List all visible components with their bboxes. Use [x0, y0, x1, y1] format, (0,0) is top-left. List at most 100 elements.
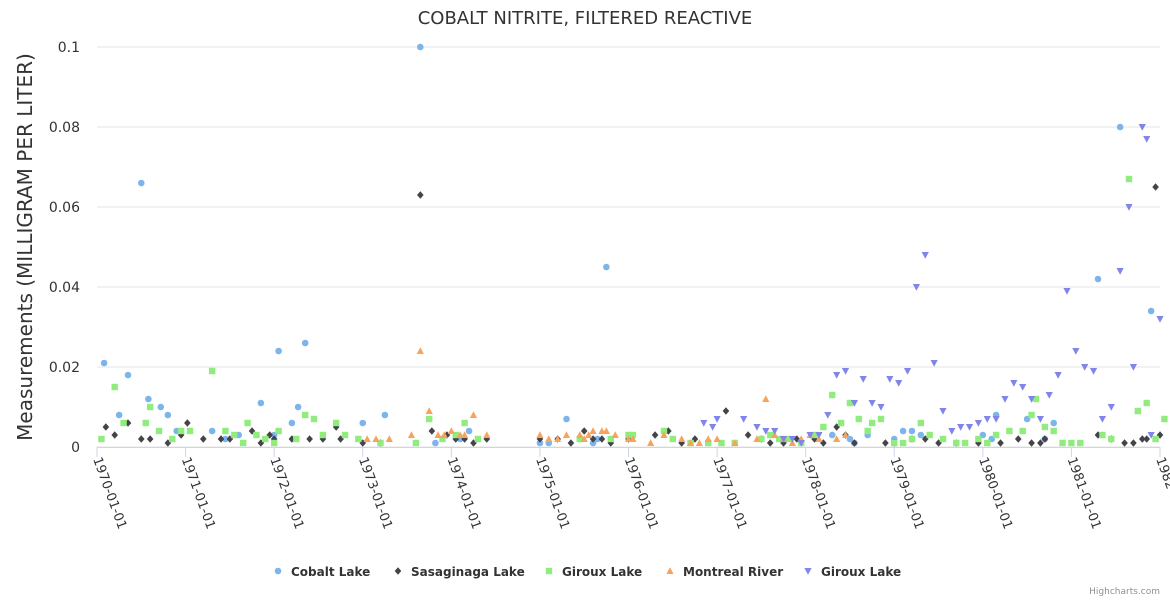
data-point: [1050, 419, 1057, 427]
legend-marker: [804, 568, 812, 575]
legend-item[interactable]: Giroux Lake: [545, 565, 642, 579]
chart-title: COBALT NITRITE, FILTERED REACTIVE: [418, 8, 753, 29]
data-point: [908, 435, 916, 443]
data-point: [602, 427, 610, 434]
data-point: [651, 431, 659, 439]
data-point: [576, 431, 584, 438]
data-point: [1099, 431, 1106, 439]
data-point: [1014, 435, 1022, 443]
data-point: [611, 431, 619, 438]
data-point: [177, 427, 185, 435]
data-point: [102, 423, 110, 431]
data-point: [1041, 423, 1049, 431]
data-point: [337, 435, 344, 443]
data-point: [184, 419, 191, 427]
data-point: [1068, 439, 1075, 447]
data-point: [1161, 415, 1168, 423]
data-point: [775, 435, 783, 443]
data-point: [262, 435, 269, 443]
y-tick-label: 0.08: [49, 120, 80, 136]
data-point: [200, 435, 207, 443]
data-point: [1077, 439, 1084, 447]
data-point: [474, 435, 482, 443]
data-point: [705, 439, 712, 447]
data-point: [797, 440, 805, 447]
data-point: [921, 252, 929, 259]
data-point: [465, 427, 473, 435]
data-point: [1027, 396, 1036, 403]
data-point: [217, 435, 225, 443]
data-point: [580, 435, 588, 442]
y-tick-label: 0: [71, 440, 80, 456]
data-point: [607, 439, 615, 447]
data-point: [244, 419, 251, 427]
data-point: [1143, 136, 1151, 143]
data-point: [851, 439, 858, 447]
data-point: [1152, 435, 1159, 443]
legend-item[interactable]: Cobalt Lake: [274, 565, 371, 579]
data-point: [1147, 432, 1155, 439]
data-point: [828, 431, 836, 439]
legend-item[interactable]: Montreal River: [666, 565, 783, 579]
data-point: [891, 439, 898, 447]
data-point: [811, 431, 818, 439]
data-point: [704, 435, 712, 442]
data-point: [239, 439, 247, 447]
data-point: [850, 400, 858, 407]
data-point: [310, 415, 318, 423]
legend-label: Giroux Lake: [562, 565, 642, 579]
data-point: [562, 431, 571, 438]
data-point: [589, 439, 597, 447]
data-point: [137, 435, 145, 443]
data-point: [974, 420, 983, 427]
data-point: [691, 435, 699, 443]
data-point: [841, 431, 850, 438]
data-point: [1032, 395, 1040, 403]
data-point: [939, 408, 947, 415]
data-point: [833, 372, 841, 379]
data-point: [536, 439, 544, 447]
data-point: [629, 435, 637, 442]
data-point: [432, 439, 439, 447]
data-point: [957, 424, 965, 431]
data-point: [452, 431, 459, 439]
data-point: [417, 43, 424, 51]
data-point: [975, 439, 982, 447]
data-point: [779, 436, 788, 443]
credits-link[interactable]: Highcharts.com: [1089, 587, 1160, 597]
data-point: [208, 427, 216, 435]
data-point: [948, 428, 956, 435]
data-point: [859, 376, 867, 383]
data-point: [975, 435, 982, 443]
data-point: [186, 427, 194, 435]
data-point: [603, 263, 610, 271]
data-point: [700, 420, 708, 427]
data-point: [1081, 364, 1089, 371]
data-point: [992, 431, 1000, 439]
data-point: [784, 435, 792, 443]
data-point: [767, 431, 774, 439]
data-point: [1156, 316, 1164, 323]
legend-item[interactable]: Giroux Lake: [804, 565, 901, 579]
data-point: [341, 431, 349, 439]
data-point: [385, 435, 393, 442]
data-point: [868, 419, 876, 427]
y-tick-label: 0.04: [49, 280, 80, 296]
data-point: [301, 411, 309, 419]
legend-item[interactable]: Sasaginaga Lake: [394, 565, 525, 579]
data-point: [695, 439, 703, 446]
data-point: [589, 435, 597, 443]
data-point: [576, 435, 583, 443]
data-point: [585, 431, 593, 438]
legend-marker: [274, 567, 282, 575]
data-point: [669, 435, 676, 443]
data-point: [1050, 427, 1057, 435]
data-point: [1143, 399, 1150, 407]
data-point: [846, 399, 854, 407]
data-point: [407, 431, 416, 438]
data-point: [1028, 439, 1035, 447]
data-point: [771, 428, 779, 435]
data-point: [301, 339, 309, 347]
